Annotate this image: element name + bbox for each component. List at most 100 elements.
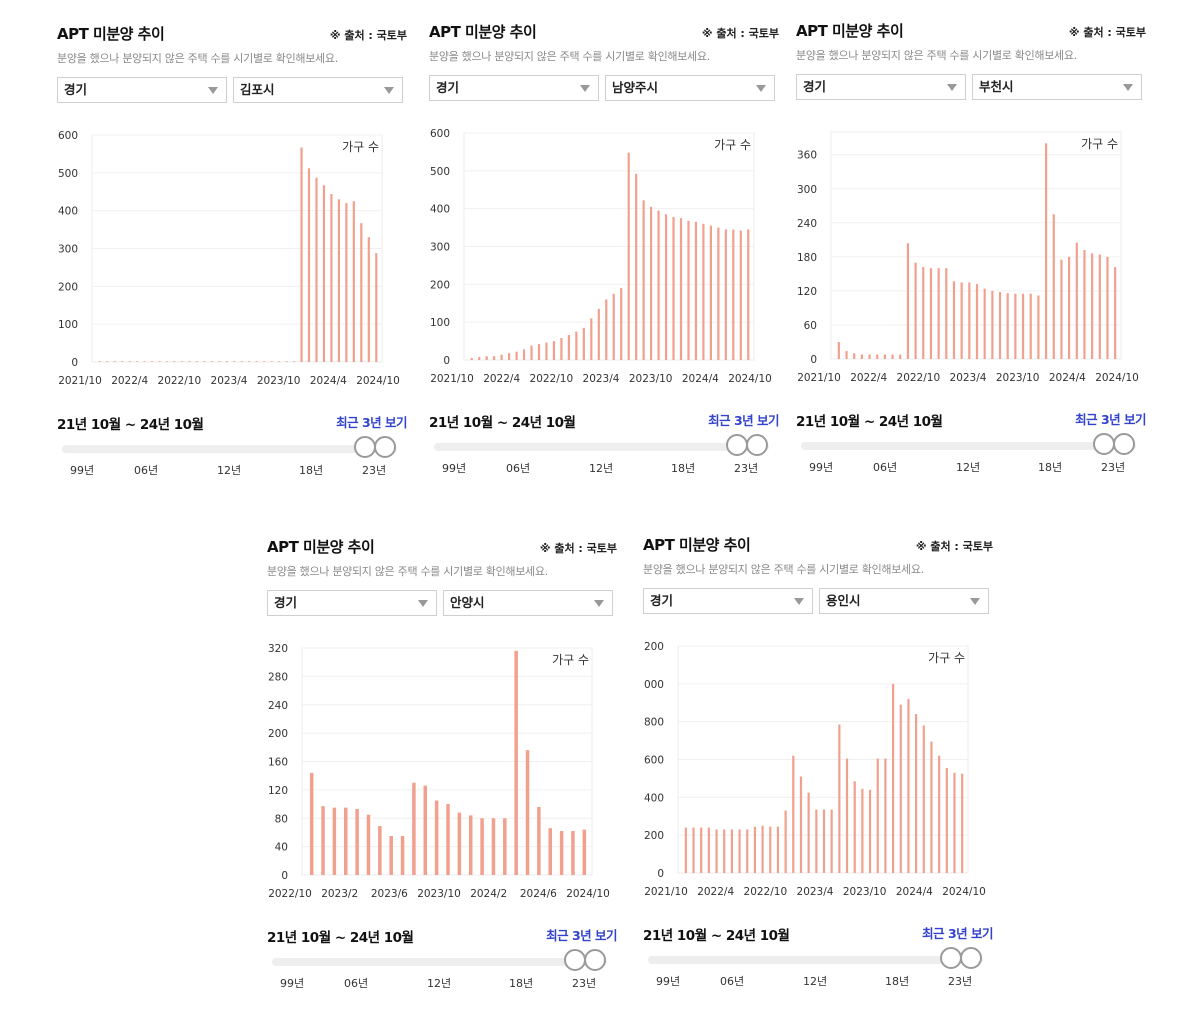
y-tick-label: 320: [268, 643, 288, 655]
range-slider-track[interactable]: [801, 442, 1136, 450]
x-tick-label: 2022/10: [744, 886, 788, 898]
x-tick-label: 2023/10: [417, 888, 461, 900]
city-select[interactable]: 용인시: [819, 588, 989, 614]
city-select[interactable]: 남양주시: [605, 75, 775, 101]
y-tick-label: 240: [797, 218, 817, 230]
x-tick-label: 2022/4: [111, 375, 148, 387]
range-slider-track[interactable]: [62, 445, 397, 453]
bar: [590, 318, 593, 360]
province-select-value: 경기: [803, 79, 827, 94]
x-tick-label: 2023/4: [797, 886, 834, 898]
y-tick-label: 200: [58, 281, 78, 293]
range-text: 21년 10월 ~ 24년 10월: [643, 928, 790, 944]
bar: [210, 361, 213, 362]
bar: [345, 203, 348, 362]
bar: [1021, 293, 1025, 359]
y-tick-label: 0: [657, 868, 664, 880]
bar: [684, 827, 687, 873]
slider-tick: 23년: [1101, 461, 1126, 474]
bar: [270, 361, 273, 362]
bar: [500, 354, 503, 360]
city-select-value: 부천시: [979, 79, 1014, 94]
bar: [128, 361, 131, 362]
range-slider-end-handle[interactable]: [1113, 433, 1135, 455]
range-slider-track[interactable]: [648, 956, 983, 964]
bar: [575, 331, 578, 360]
province-select[interactable]: 경기: [267, 590, 437, 616]
slider-tick: 06년: [344, 977, 369, 990]
y-tick-label: 100: [58, 319, 78, 331]
bar: [240, 361, 243, 362]
x-tick-label: 2024/4: [310, 375, 347, 387]
x-tick-label: 2024/4: [682, 373, 719, 385]
bar: [891, 683, 895, 873]
chevron-down-icon: [594, 600, 604, 607]
slider-tick: 06년: [506, 462, 531, 475]
y-tick-label: 360: [797, 150, 817, 162]
province-select[interactable]: 경기: [796, 74, 966, 100]
chevron-down-icon: [384, 87, 394, 94]
city-select[interactable]: 김포시: [233, 77, 403, 103]
recent-3-years-button[interactable]: 최근 3년 보기: [1075, 412, 1146, 427]
panel-description: 분양을 했으나 분양되지 않은 주택 수를 시기별로 확인해보세요.: [57, 52, 338, 65]
range-slider-end-handle[interactable]: [584, 949, 606, 971]
bar: [285, 361, 288, 362]
range-slider-end-handle[interactable]: [374, 436, 396, 458]
x-tick-label: 2023/10: [629, 373, 673, 385]
y-tick-label: 160: [268, 757, 288, 769]
bar: [434, 800, 439, 875]
city-select[interactable]: 부천시: [972, 74, 1142, 100]
bar: [664, 214, 668, 360]
range-slider-end-handle[interactable]: [960, 947, 982, 969]
y-tick-label: 200: [644, 830, 664, 842]
y-tick-label: 120: [268, 785, 288, 797]
province-select[interactable]: 경기: [57, 77, 227, 103]
bar: [938, 755, 941, 873]
y-tick-label: 200: [268, 728, 288, 740]
x-tick-label: 2024/10: [356, 375, 400, 387]
bar: [776, 826, 780, 873]
slider-tick: 18년: [671, 462, 696, 475]
x-tick-label: 2023/6: [371, 888, 408, 900]
bar: [525, 750, 530, 875]
bar: [853, 353, 856, 359]
slider-tick: 12년: [589, 462, 614, 475]
y-tick-label: 600: [58, 130, 78, 142]
city-select-value: 안양시: [450, 595, 485, 610]
province-select[interactable]: 경기: [429, 75, 599, 101]
bar: [355, 809, 359, 875]
bar: [1029, 293, 1032, 359]
bar-chart: 0 100 200 300 400 500 600 2021/10 2022/4 2022/10 2…: [430, 128, 772, 385]
recent-3-years-button[interactable]: 최근 3년 보기: [922, 926, 993, 941]
bar: [503, 818, 507, 875]
y-tick-label: 400: [644, 792, 664, 804]
bar: [188, 361, 191, 362]
range-text: 21년 10월 ~ 24년 10월: [267, 930, 414, 946]
bar: [845, 351, 848, 359]
bar: [106, 361, 109, 362]
bar: [423, 785, 428, 875]
slider-tick: 06년: [134, 464, 159, 477]
bar: [837, 341, 840, 359]
bar: [332, 807, 337, 875]
bar: [746, 829, 749, 873]
bar: [968, 282, 971, 359]
recent-3-years-button[interactable]: 최근 3년 보기: [336, 415, 407, 430]
bar: [571, 831, 575, 875]
recent-3-years-button[interactable]: 최근 3년 보기: [708, 413, 779, 428]
slider-tick: 99년: [656, 975, 681, 988]
bar: [709, 225, 712, 360]
range-slider-track[interactable]: [434, 443, 769, 451]
bar: [375, 253, 378, 362]
city-select[interactable]: 안양시: [443, 590, 613, 616]
unit-label: 가구 수: [928, 651, 965, 665]
y-tick-label: 200: [430, 279, 450, 291]
recent-3-years-button[interactable]: 최근 3년 보기: [546, 928, 617, 943]
bar: [1060, 259, 1063, 359]
range-slider-track[interactable]: [272, 958, 607, 966]
y-tick-label: 1200: [643, 641, 664, 653]
range-slider-end-handle[interactable]: [746, 434, 768, 456]
province-select[interactable]: 경기: [643, 588, 813, 614]
bar: [1114, 267, 1117, 359]
slider-tick: 23년: [948, 975, 973, 988]
